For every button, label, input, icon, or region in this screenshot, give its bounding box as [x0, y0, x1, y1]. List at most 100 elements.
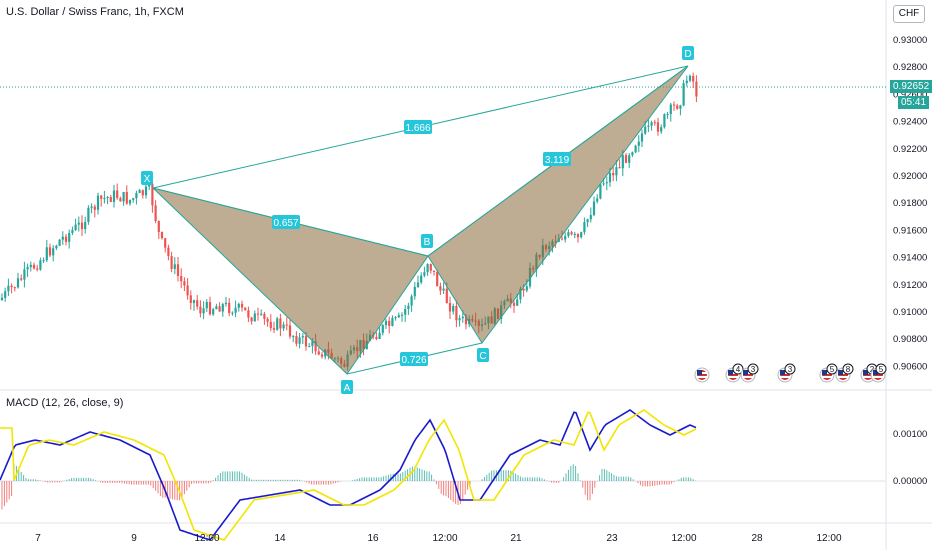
event-badge-7[interactable]: 5 — [875, 363, 887, 375]
candle-body — [29, 264, 32, 268]
candle-body — [436, 271, 439, 287]
event-badge-2[interactable]: 3 — [747, 363, 759, 375]
price-tick-label: 0.91200 — [893, 280, 927, 291]
candle-body — [186, 285, 189, 296]
candle-body — [378, 332, 381, 339]
point-b-label[interactable]: B — [421, 234, 433, 248]
event-badge-5[interactable]: 8 — [842, 363, 854, 375]
candle-body — [397, 315, 400, 318]
time-tick-label: 16 — [367, 533, 379, 544]
point-a-label-text: A — [344, 383, 351, 394]
candle-body — [295, 336, 298, 344]
event-count-circle — [842, 363, 854, 375]
harmonic-pattern[interactable]: X A B C D 1.666 0.657 3.119 0.726 — [141, 46, 694, 394]
candle-body — [122, 192, 125, 202]
ratio-ac-label-box[interactable] — [400, 352, 428, 366]
candle-body — [631, 152, 634, 156]
candle-body — [189, 295, 192, 304]
flag-stripe — [697, 376, 707, 378]
point-d-label-box[interactable] — [682, 46, 694, 60]
candle-body — [602, 183, 605, 185]
candle-body — [212, 309, 215, 315]
price-tick-label: 0.92000 — [893, 171, 927, 182]
macd-tick-label: 0.00000 — [893, 476, 927, 487]
candle-body — [282, 324, 285, 329]
point-d-label-text: D — [684, 49, 691, 60]
candle-body — [20, 278, 23, 280]
candle-body — [634, 145, 637, 153]
event-badge-3[interactable]: 3 — [784, 363, 796, 375]
candle-body — [586, 219, 589, 223]
candle-body — [618, 167, 621, 169]
candle-body — [589, 215, 592, 220]
candle-body — [112, 190, 116, 202]
candle-body — [68, 233, 71, 242]
event-count-text: 2 — [870, 365, 875, 374]
point-b-label-box[interactable] — [421, 234, 433, 248]
ratio-xd-label[interactable]: 1.666 — [404, 120, 432, 134]
currency-button[interactable]: CHF — [893, 5, 925, 23]
candle-body — [202, 308, 205, 314]
event-count-circle — [826, 363, 838, 375]
countdown-tag: 05:41 — [898, 96, 930, 109]
macd-legend[interactable]: MACD (12, 26, close, 9) — [6, 397, 124, 409]
time-tick-label: 14 — [274, 533, 286, 544]
candle-body — [516, 299, 519, 306]
ratio-bd-label-box[interactable] — [543, 152, 571, 166]
candle-body — [266, 318, 269, 322]
candle-body — [522, 288, 525, 291]
candle-body — [317, 351, 320, 355]
candle-body — [525, 286, 528, 291]
ratio-xb-label-box[interactable] — [272, 215, 300, 229]
candle-body — [672, 104, 676, 106]
point-d-label[interactable]: D — [682, 46, 694, 60]
candle-body — [125, 192, 128, 204]
point-x-label-box[interactable] — [141, 171, 153, 185]
candle-body — [170, 255, 173, 269]
candle-body — [676, 105, 679, 109]
point-c-label[interactable]: C — [477, 348, 489, 362]
candle-body — [237, 303, 240, 308]
flag-stripe — [743, 376, 753, 378]
event-flag-1[interactable] — [694, 367, 710, 383]
price-tick-label: 0.91800 — [893, 198, 927, 209]
candle-body — [61, 236, 64, 240]
event-flag-4[interactable] — [777, 367, 793, 383]
candle-body — [688, 75, 692, 81]
candle-body — [208, 302, 212, 315]
ratio-ac-label[interactable]: 0.726 — [400, 352, 428, 366]
macd-tick-label: 0.00100 — [893, 429, 927, 440]
candle-body — [512, 302, 516, 306]
symbol-legend[interactable]: U.S. Dollar / Swiss Franc, 1h, FXCM — [6, 6, 184, 18]
candle-body — [151, 183, 154, 206]
candle-body — [80, 222, 84, 230]
point-c-label-box[interactable] — [477, 348, 489, 362]
candle-body — [560, 238, 564, 240]
candle-body — [596, 198, 599, 202]
point-a-label-box[interactable] — [341, 380, 353, 394]
candle-body — [279, 318, 282, 329]
candle-body — [103, 197, 106, 199]
ratio-xb-label[interactable]: 0.657 — [272, 215, 300, 229]
candle-body — [109, 197, 112, 202]
candle-body — [234, 307, 237, 313]
point-x-label[interactable]: X — [141, 171, 153, 185]
flag-canton — [728, 370, 733, 375]
candle-body — [685, 80, 688, 84]
event-badge-4[interactable]: 5 — [826, 363, 838, 375]
event-badge-1[interactable]: 4 — [732, 363, 744, 375]
candle-body — [432, 270, 436, 272]
ratio-bd-label[interactable]: 3.119 — [543, 152, 571, 166]
candle-body — [64, 236, 68, 242]
candle-body — [612, 172, 615, 176]
candle-body — [695, 81, 698, 97]
point-a-label[interactable]: A — [341, 380, 353, 394]
candle-body — [269, 321, 272, 329]
candle-body — [304, 336, 308, 347]
candle-body — [682, 83, 685, 106]
price-tick-label: 0.93000 — [893, 35, 927, 46]
ratio-xd-label-box[interactable] — [404, 120, 432, 134]
candle-body — [199, 306, 202, 314]
